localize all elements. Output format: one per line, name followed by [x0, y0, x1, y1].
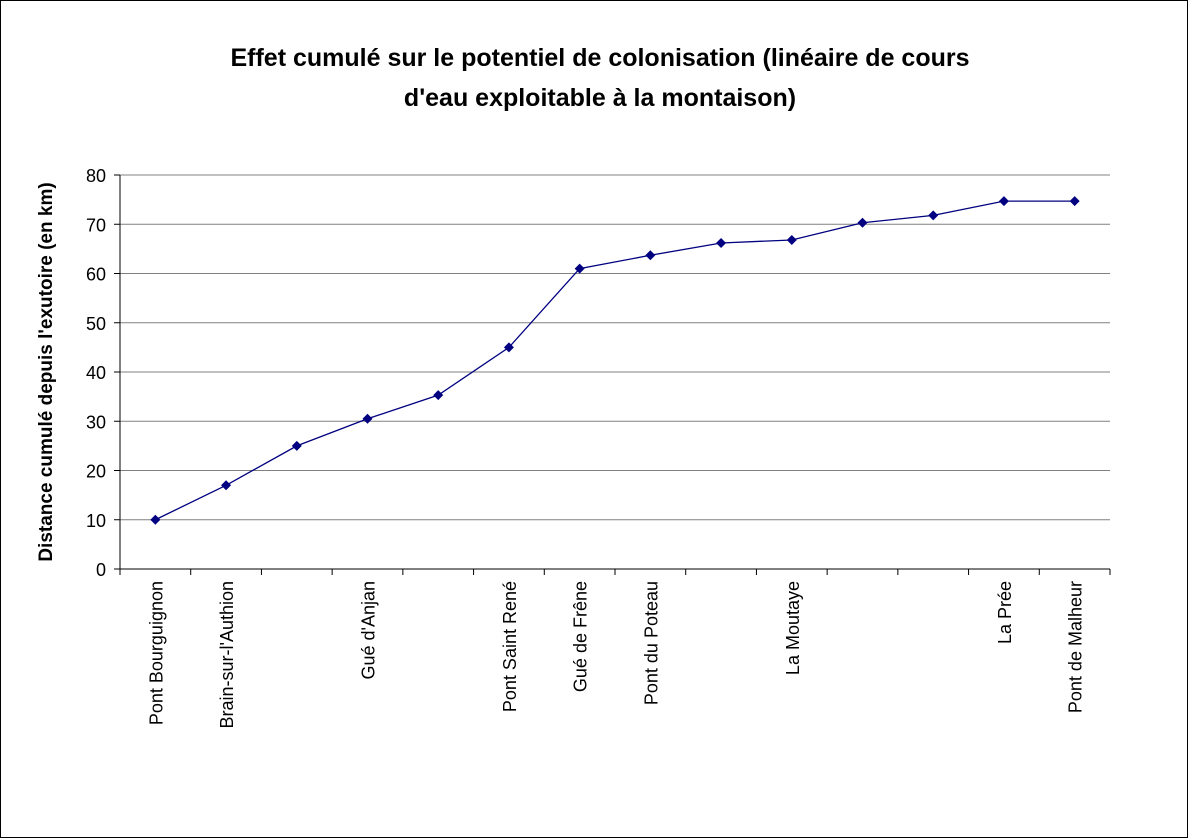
- y-tick-label: 70: [86, 215, 106, 235]
- data-point: [857, 217, 868, 228]
- data-point: [928, 210, 939, 221]
- data-point: [362, 413, 373, 424]
- data-point: [1069, 196, 1080, 207]
- y-axis-label: Distance cumulé depuis l'exutoire (en km…: [36, 182, 57, 561]
- data-point: [221, 480, 232, 491]
- x-tick-label: La Prée: [995, 581, 1015, 644]
- y-tick-label: 50: [86, 314, 106, 334]
- x-tick-label: La Moutaye: [783, 581, 803, 675]
- y-tick-label: 40: [86, 363, 106, 383]
- x-tick-label: Brain-sur-l'Authion: [217, 581, 237, 729]
- x-tick-label: Pont Bourguignon: [146, 581, 166, 725]
- y-tick-label: 80: [86, 166, 106, 186]
- y-tick-label: 60: [86, 265, 106, 285]
- data-point: [433, 390, 444, 401]
- data-point: [645, 250, 656, 261]
- data-point: [786, 235, 797, 246]
- y-tick-label: 20: [86, 462, 106, 482]
- x-tick-label: Pont Saint René: [500, 581, 520, 712]
- x-tick-label: Pont de Malheur: [1066, 581, 1086, 713]
- data-point: [998, 196, 1009, 207]
- data-point: [291, 440, 302, 451]
- y-tick-label: 0: [96, 560, 106, 580]
- chart-title: Effet cumulé sur le potentiel de colonis…: [230, 44, 969, 72]
- y-tick-label: 10: [86, 511, 106, 531]
- x-tick-label: Gué d'Anjan: [359, 581, 379, 680]
- data-point: [503, 342, 514, 353]
- x-tick-label: Pont du Poteau: [641, 581, 661, 705]
- series-line: [155, 200, 1075, 521]
- data-point: [574, 263, 585, 274]
- y-tick-label: 30: [86, 412, 106, 432]
- x-tick-label: Gué de Frêne: [571, 581, 591, 692]
- data-point: [716, 237, 727, 248]
- chart-title: d'eau exploitable à la montaison): [404, 84, 796, 112]
- data-point: [150, 514, 161, 525]
